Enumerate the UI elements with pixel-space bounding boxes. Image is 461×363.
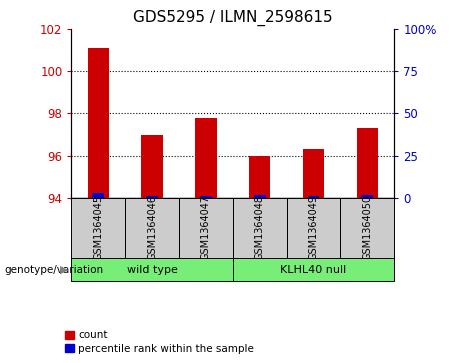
- Text: ▶: ▶: [60, 265, 68, 274]
- Bar: [125, 198, 179, 258]
- Text: GSM1364048: GSM1364048: [254, 195, 265, 260]
- Text: GSM1364045: GSM1364045: [93, 195, 103, 260]
- Bar: [340, 198, 394, 258]
- Bar: [356, 128, 378, 198]
- Text: GSM1364050: GSM1364050: [362, 195, 372, 260]
- Bar: [287, 198, 340, 258]
- Bar: [233, 258, 394, 281]
- Bar: [195, 118, 217, 198]
- Text: KLHL40 null: KLHL40 null: [280, 265, 347, 274]
- Bar: [249, 156, 271, 198]
- Text: wild type: wild type: [127, 265, 177, 274]
- Bar: [146, 196, 158, 198]
- Bar: [179, 198, 233, 258]
- Text: GSM1364047: GSM1364047: [201, 195, 211, 260]
- Bar: [233, 198, 287, 258]
- Legend: count, percentile rank within the sample: count, percentile rank within the sample: [60, 326, 258, 358]
- Bar: [303, 149, 324, 198]
- Bar: [71, 258, 233, 281]
- Bar: [142, 135, 163, 198]
- Bar: [361, 195, 373, 198]
- Text: GSM1364049: GSM1364049: [308, 195, 319, 260]
- Title: GDS5295 / ILMN_2598615: GDS5295 / ILMN_2598615: [133, 10, 333, 26]
- Bar: [88, 48, 109, 198]
- Bar: [92, 193, 104, 198]
- Bar: [307, 196, 319, 198]
- Text: genotype/variation: genotype/variation: [5, 265, 104, 274]
- Bar: [71, 198, 125, 258]
- Text: GSM1364046: GSM1364046: [147, 195, 157, 260]
- Bar: [200, 196, 212, 198]
- Bar: [254, 195, 266, 198]
